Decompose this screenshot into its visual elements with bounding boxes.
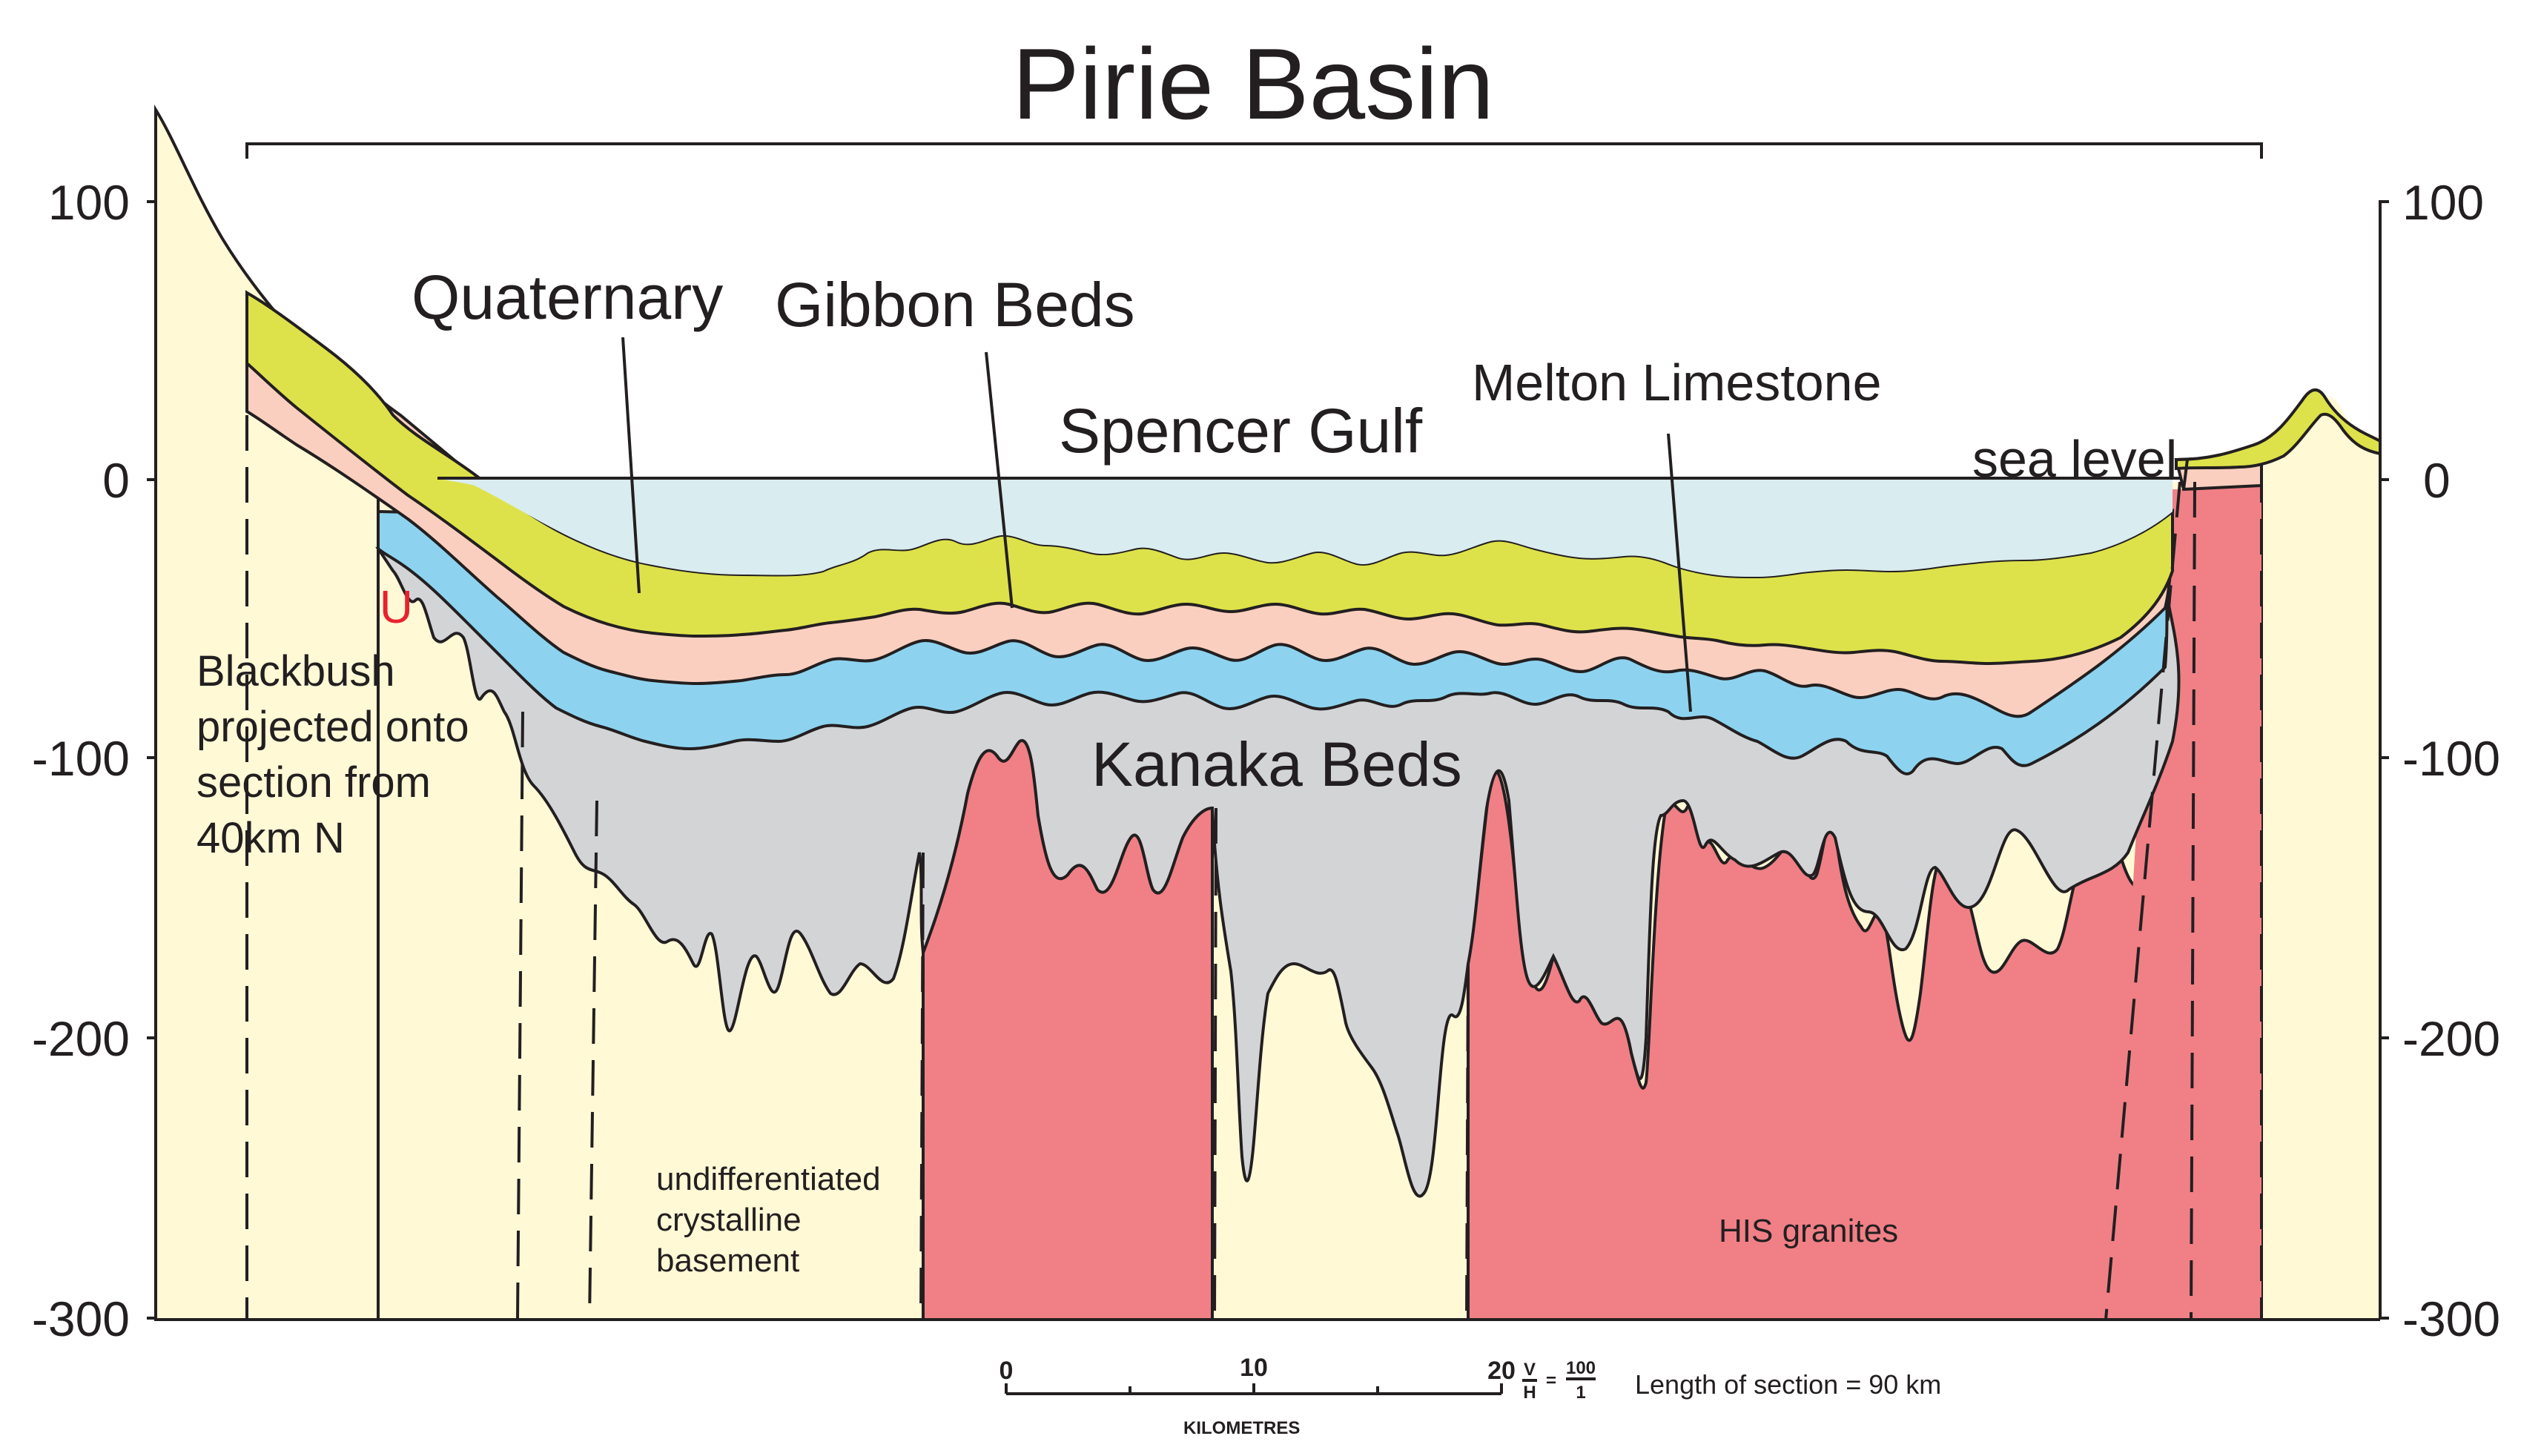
exaggeration-num: 100: [1566, 1358, 1596, 1378]
right-highland: [2261, 396, 2380, 1320]
scale-unit: KILOMETRES: [1183, 1418, 1300, 1438]
right-tick-minus-200: -200: [2402, 1011, 2500, 1066]
leader-melton: [1667, 433, 1692, 712]
left-tick-minus-300: -300: [32, 1291, 130, 1346]
label-blackbush: Blackbush projected onto section from 40…: [196, 647, 469, 862]
leader-quaternary: [621, 337, 641, 594]
left-tick-0: 0: [102, 453, 130, 508]
fault-6: [1213, 807, 1217, 1320]
fault-8: [2104, 481, 2181, 1320]
label-sea-level: sea level: [1972, 430, 2177, 488]
title-bracket: [245, 142, 2263, 159]
svg-text:basement: basement: [656, 1242, 799, 1279]
left-tick-minus-200: -200: [32, 1011, 130, 1066]
svg-text:undifferentiated: undifferentiated: [656, 1161, 881, 1197]
right-tick-minus-300: -300: [2402, 1291, 2500, 1346]
label-gibbon-beds: Gibbon Beds: [775, 270, 1135, 340]
svg-text:Blackbush: Blackbush: [196, 647, 395, 695]
diagram-title: Pirie Basin: [1012, 27, 1494, 140]
right-tick-100: 100: [2402, 175, 2484, 230]
exaggeration-v: V: [1524, 1360, 1536, 1380]
spencer-gulf-water: [437, 478, 2173, 577]
svg-text:section from: section from: [196, 758, 431, 807]
svg-text:40km N: 40km N: [196, 814, 345, 862]
label-basement: undifferentiated crystalline basement: [656, 1161, 881, 1279]
exaggeration-h: H: [1523, 1383, 1536, 1403]
left-tick-100: 100: [48, 175, 130, 230]
exaggeration-den: 1: [1576, 1383, 1585, 1403]
fault-9: [2190, 481, 2196, 1320]
right-tick-minus-100: -100: [2402, 731, 2500, 786]
scale-tick-0: 0: [1000, 1357, 1014, 1385]
exaggeration-equals: =: [1546, 1371, 1556, 1391]
left-axis: 100 0 -100 -200 -300: [32, 175, 157, 1346]
scale-bar: 0 10 20 KILOMETRES V H = 100 1 Length of…: [1000, 1354, 1942, 1438]
fault-7: [1465, 963, 1470, 1320]
right-axis: 100 0 -100 -200 -300: [2379, 175, 2500, 1346]
granite-body-right-block: [2184, 460, 2261, 1320]
label-melton-limestone: Melton Limestone: [1472, 354, 1882, 411]
leader-gibbon: [985, 351, 1014, 609]
right-fault-line: [2182, 459, 2189, 490]
right-tick-0: 0: [2423, 453, 2451, 508]
label-quaternary: Quaternary: [412, 262, 723, 332]
label-his-granites: HIS granites: [1719, 1213, 1898, 1249]
svg-text:projected onto: projected onto: [196, 703, 469, 751]
fault-5: [919, 852, 925, 1320]
scale-tick-10: 10: [1240, 1354, 1268, 1382]
fault-4: [588, 800, 598, 1320]
scale-tick-20: 20: [1487, 1357, 1516, 1385]
section-length-note: Length of section = 90 km: [1635, 1369, 1941, 1400]
label-spencer-gulf: Spencer Gulf: [1059, 396, 1423, 466]
uranium-marker: U: [380, 582, 413, 633]
label-kanaka-beds: Kanaka Beds: [1091, 729, 1462, 799]
left-tick-minus-100: -100: [32, 731, 130, 786]
svg-text:crystalline: crystalline: [656, 1202, 802, 1238]
